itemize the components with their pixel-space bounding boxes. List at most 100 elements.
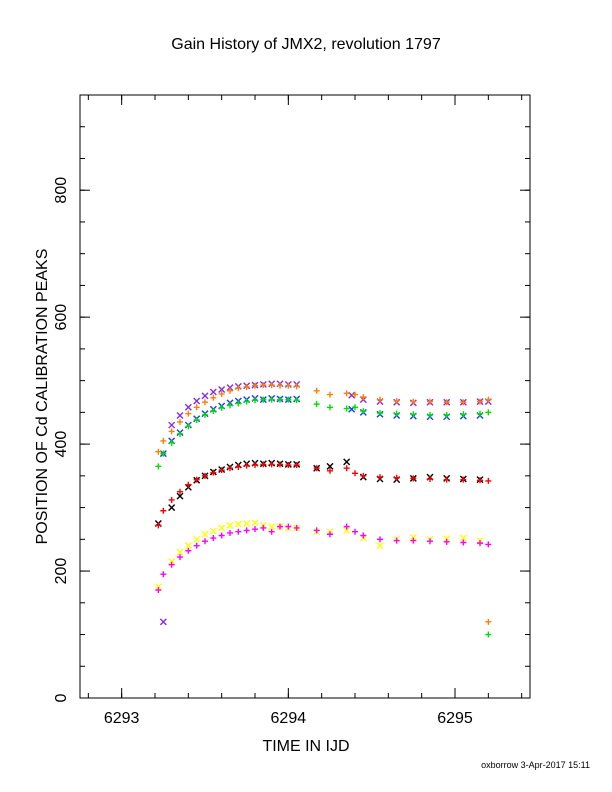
data-point (443, 538, 450, 545)
data-point (393, 474, 400, 481)
data-point (460, 411, 467, 418)
y-axis-label: POSITION OF Cd CALIBRATION PEAKS (34, 249, 51, 545)
data-point (377, 410, 383, 417)
data-point (460, 399, 467, 406)
series-3 (155, 382, 492, 625)
series-2 (155, 396, 492, 638)
data-point (360, 408, 367, 415)
data-point (268, 528, 275, 535)
data-point (218, 390, 225, 397)
data-point (193, 416, 200, 423)
data-point (184, 542, 192, 550)
data-point (348, 391, 356, 399)
data-point (485, 396, 492, 403)
data-point (268, 382, 275, 389)
data-point (193, 404, 200, 411)
data-point (260, 396, 267, 403)
data-point (185, 547, 192, 554)
data-point (377, 474, 383, 481)
data-point (243, 519, 251, 527)
data-point (176, 548, 184, 556)
data-point (326, 462, 334, 470)
y-tick-label: 200 (53, 558, 70, 585)
data-point (377, 396, 383, 403)
data-point (193, 542, 200, 549)
data-point (485, 618, 492, 625)
data-point (352, 470, 358, 477)
data-points (154, 380, 492, 638)
data-point (155, 522, 162, 529)
series-7 (155, 523, 492, 594)
data-point (293, 383, 300, 390)
data-point (327, 467, 333, 474)
data-point (160, 507, 167, 514)
data-point (177, 418, 183, 425)
data-point (343, 523, 350, 530)
data-point (227, 529, 233, 536)
data-point (202, 472, 208, 479)
data-point (352, 528, 358, 535)
data-point (393, 410, 400, 417)
data-point (168, 421, 176, 429)
data-point (268, 396, 275, 403)
data-point (235, 385, 242, 392)
data-point (226, 521, 234, 529)
data-point (277, 461, 283, 468)
data-point (343, 526, 351, 534)
data-point (202, 538, 208, 545)
data-point (410, 398, 417, 405)
data-point (427, 398, 433, 405)
data-point (209, 388, 217, 396)
data-point (377, 536, 383, 543)
data-point (193, 397, 201, 405)
data-point (252, 526, 258, 533)
y-tick-label: 600 (53, 304, 70, 331)
data-point (360, 394, 367, 401)
data-point (313, 401, 320, 408)
data-point (268, 461, 275, 468)
data-point (485, 409, 492, 416)
data-point (210, 535, 217, 542)
data-point (235, 400, 242, 407)
axis-ticks: 6293 6294 6295 0 200 400 600 800 (53, 94, 530, 727)
y-tick-label: 0 (53, 693, 70, 702)
data-point (343, 465, 350, 472)
footer-credit: oxborrow 3-Apr-2017 15:11 (481, 760, 590, 770)
data-point (485, 477, 492, 484)
data-point (235, 528, 242, 535)
data-point (218, 386, 226, 394)
data-point (243, 383, 250, 390)
data-point (218, 467, 225, 474)
data-point (327, 391, 333, 398)
data-point (268, 523, 276, 531)
data-point (168, 439, 175, 446)
x-tick-label: 6295 (437, 710, 473, 727)
data-point (285, 382, 292, 389)
data-point (260, 461, 267, 468)
data-point (154, 583, 162, 591)
data-point (185, 423, 192, 430)
data-point (393, 537, 400, 544)
data-point (235, 463, 242, 470)
data-point (185, 410, 192, 417)
data-point (277, 382, 283, 389)
x-tick-label: 6293 (104, 710, 140, 727)
data-point (443, 476, 450, 483)
data-point (360, 532, 367, 539)
data-point (168, 428, 175, 435)
data-point (160, 571, 167, 578)
data-point (459, 534, 467, 542)
data-point (313, 387, 320, 394)
data-point (443, 399, 450, 406)
data-point (477, 540, 483, 547)
data-point (176, 492, 184, 500)
data-point (485, 631, 492, 638)
y-axis-label-group: POSITION OF Cd CALIBRATION PEAKS (34, 249, 51, 545)
data-point (201, 530, 209, 538)
data-point (427, 476, 433, 483)
data-point (168, 496, 175, 503)
data-point (477, 477, 483, 484)
data-point (477, 398, 483, 405)
data-point (176, 412, 184, 420)
